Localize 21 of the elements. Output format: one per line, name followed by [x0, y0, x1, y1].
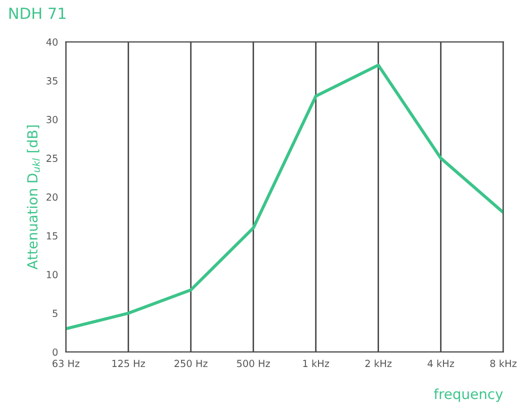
- y-tick-label: 25: [46, 154, 58, 162]
- y-tick-label: 15: [46, 232, 58, 240]
- x-tick-label: 2 kHz: [365, 360, 392, 367]
- y-tick-label: 5: [52, 310, 58, 318]
- x-tick-label: 500 Hz: [237, 360, 270, 368]
- x-axis-title: frequency: [434, 388, 503, 402]
- x-tick-label: 250 Hz: [174, 360, 208, 368]
- x-tick-label: 1 kHz: [303, 360, 330, 367]
- y-tick-label: 20: [46, 193, 58, 201]
- y-tick-label: 35: [46, 77, 58, 84]
- y-axis-title: Attenuation D$_{ukl}$ [dB]: [26, 125, 40, 270]
- chart-title: NDH 71: [9, 8, 66, 19]
- y-tick-label: 40: [46, 38, 58, 46]
- y-tick-label: 10: [46, 270, 58, 278]
- x-tick-label: 63 Hz: [52, 360, 80, 368]
- y-tick-label: 0: [52, 348, 58, 356]
- line-series: [66, 64, 504, 330]
- x-tick-label: 125 Hz: [112, 360, 145, 368]
- x-tick-label: 4 kHz: [428, 360, 454, 367]
- y-tick-label: 30: [46, 116, 58, 124]
- x-tick-label: 8 kHz: [490, 360, 517, 368]
